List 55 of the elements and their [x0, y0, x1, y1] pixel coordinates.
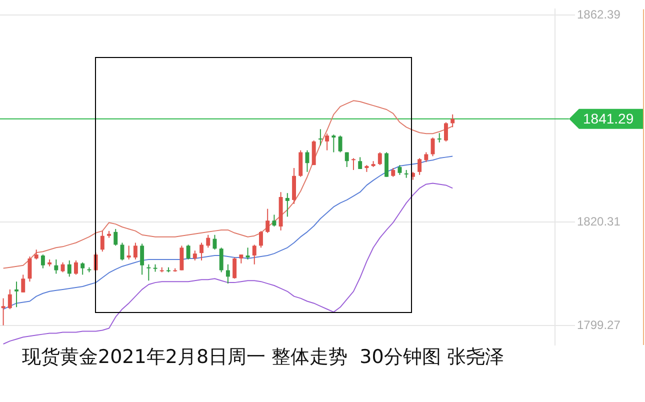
candlestick: [418, 158, 422, 176]
candlestick: [60, 262, 65, 273]
candlestick: [192, 250, 197, 261]
candlestick: [430, 137, 435, 157]
candlestick: [358, 156, 362, 170]
candlestick: [80, 262, 85, 276]
candlestick: [40, 254, 45, 269]
candlestick: [14, 281, 18, 308]
candlestick: [252, 244, 256, 265]
candlestick: [325, 133, 330, 151]
candlestick: [378, 152, 382, 166]
candlestick: [186, 244, 190, 260]
candlestick: [34, 249, 38, 260]
candlestick: [246, 247, 250, 260]
candlestick: [219, 247, 224, 273]
candlestick: [120, 242, 124, 261]
candlestick: [54, 258, 58, 274]
candlestick: [424, 152, 428, 163]
candlestick: [21, 274, 26, 293]
candlestick: [298, 150, 303, 178]
candlestick: [226, 264, 230, 284]
candlestick: [206, 234, 210, 248]
candlestick: [146, 264, 151, 282]
candlestick: [437, 132, 442, 143]
y-tick-label: 1799.27: [577, 318, 621, 332]
candlestick: [338, 135, 342, 153]
candlestick: [266, 208, 270, 234]
candlestick: [384, 152, 388, 178]
ref-line-label: 1841.29: [583, 110, 634, 127]
candlestick: [444, 122, 448, 142]
candlestick: [67, 260, 72, 278]
candlestick: [285, 192, 290, 218]
candlestick: [140, 243, 144, 276]
candlestick: [312, 140, 316, 166]
candlestick: [74, 260, 78, 276]
candlestick: [259, 230, 263, 248]
candlestick: [126, 245, 131, 260]
candlestick: [352, 158, 356, 170]
candlestick: [8, 288, 12, 310]
candlestick: [332, 134, 336, 153]
text: 现货黄金2021年2月8日周一 整体走势 30分钟图 张尧泽: [22, 345, 504, 370]
candlestick: [114, 228, 118, 246]
candlestick: [200, 242, 204, 261]
candlestick: [404, 169, 408, 178]
y-tick-label: 1862.39: [577, 7, 621, 22]
candlestick: [344, 152, 349, 168]
y-tick-label: 1820.31: [577, 214, 621, 228]
candlestick: [100, 230, 104, 252]
candlestick: [272, 214, 276, 228]
candlestick: [450, 114, 455, 128]
candlestick: [232, 256, 237, 280]
candlestick: [1, 298, 6, 326]
candlestick: [318, 128, 322, 146]
candlestick: [180, 245, 184, 271]
candlestick: [133, 242, 138, 260]
